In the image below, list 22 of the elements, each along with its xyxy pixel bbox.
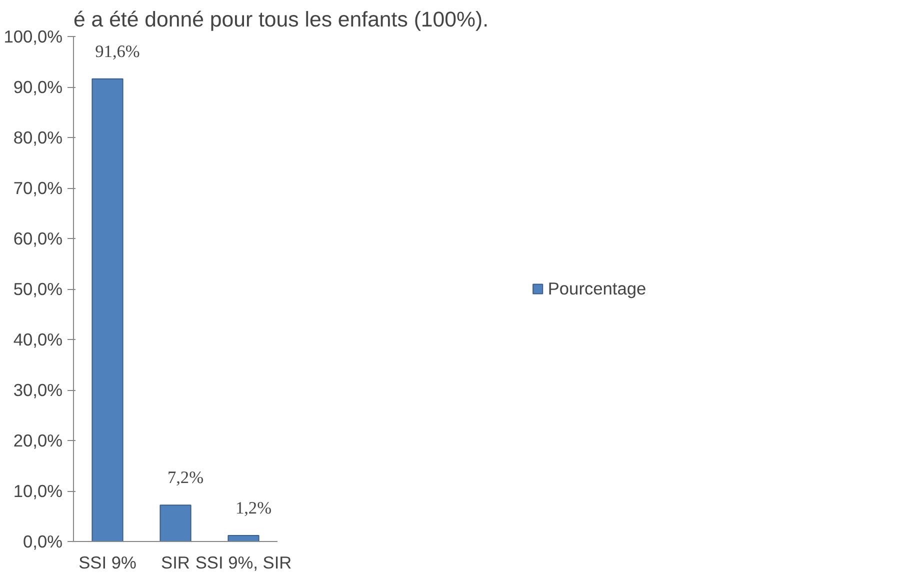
x-tick-label: SIR — [161, 552, 190, 572]
y-tick-label: 70,0% — [13, 178, 63, 198]
bar — [228, 534, 260, 542]
y-tick-label: 50,0% — [13, 279, 63, 299]
y-tick-label: 20,0% — [13, 430, 63, 450]
legend-label: Pourcentage — [548, 278, 646, 299]
y-tick-label: 10,0% — [13, 481, 63, 501]
y-tick-label: 0,0% — [23, 532, 63, 552]
y-tick-label: 80,0% — [13, 128, 63, 148]
bar — [92, 78, 124, 542]
y-tick-label: 40,0% — [13, 330, 63, 350]
data-label: 1,2% — [235, 498, 272, 518]
data-label: 7,2% — [167, 468, 204, 488]
y-tick-label: 60,0% — [13, 228, 63, 248]
text: é a été donné pour tous les enfants (100%). — [74, 8, 488, 32]
y-tick-label: 30,0% — [13, 380, 63, 400]
x-tick-label: SSI 9% — [78, 552, 136, 572]
y-tick-label: 100,0% — [4, 26, 63, 46]
data-label: 91,6% — [95, 42, 140, 61]
y-tick-label: 90,0% — [13, 77, 63, 97]
bar — [160, 504, 192, 542]
x-tick-label: SSI 9%, SIR — [195, 552, 292, 572]
